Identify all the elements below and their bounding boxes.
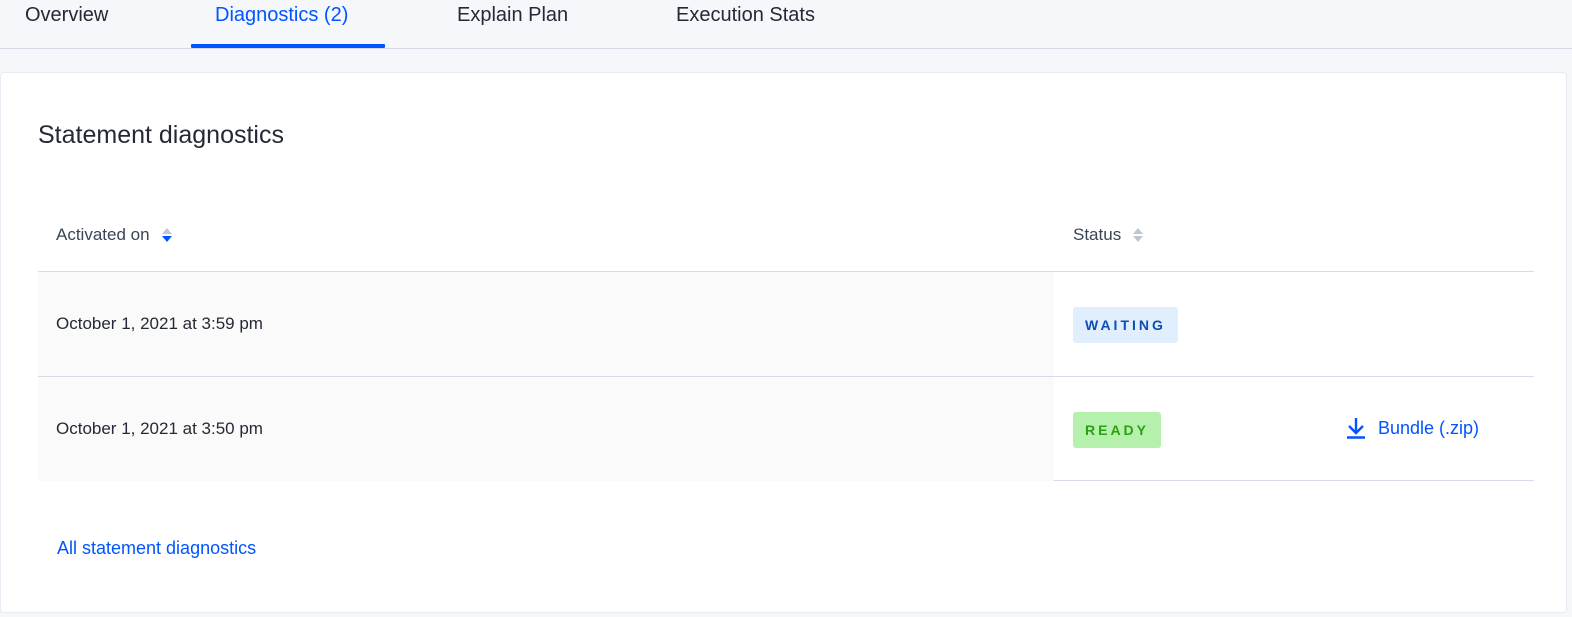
page-title: Statement diagnostics — [38, 121, 284, 149]
table-row: October 1, 2021 at 3:59 pm WAITING — [38, 271, 1534, 376]
column-label: Activated on — [56, 225, 150, 244]
table-row: October 1, 2021 at 3:50 pm READY Bundle … — [38, 376, 1534, 481]
tab-overview[interactable]: Overview — [25, 4, 109, 26]
tab-bar: Overview Diagnostics (2) Explain Plan Ex… — [0, 0, 1572, 49]
download-bundle-link[interactable]: Bundle (.zip) — [1346, 417, 1479, 439]
status-badge: READY — [1073, 412, 1162, 448]
column-label: Status — [1073, 225, 1122, 244]
download-label: Bundle (.zip) — [1378, 417, 1480, 438]
sort-icon[interactable] — [1133, 228, 1144, 242]
download-icon — [1347, 418, 1365, 439]
activated-on-cell: October 1, 2021 at 3:59 pm — [38, 272, 1054, 376]
column-header-status[interactable]: Status — [1073, 225, 1144, 245]
tab-execution-stats[interactable]: Execution Stats — [676, 4, 815, 26]
tab-explain-plan[interactable]: Explain Plan — [457, 4, 569, 26]
column-header-activated-on[interactable]: Activated on — [56, 225, 172, 245]
tab-diagnostics[interactable]: Diagnostics (2) — [215, 4, 349, 26]
activated-on-cell: October 1, 2021 at 3:50 pm — [38, 377, 1054, 481]
all-statement-diagnostics-link[interactable]: All statement diagnostics — [57, 538, 257, 558]
active-tab-indicator — [191, 44, 385, 48]
diagnostics-card: Statement diagnostics Activated on Statu… — [0, 72, 1567, 613]
sort-icon[interactable] — [161, 228, 172, 242]
diagnostics-table: October 1, 2021 at 3:59 pm WAITING Octob… — [38, 271, 1534, 481]
status-badge: WAITING — [1073, 307, 1178, 343]
